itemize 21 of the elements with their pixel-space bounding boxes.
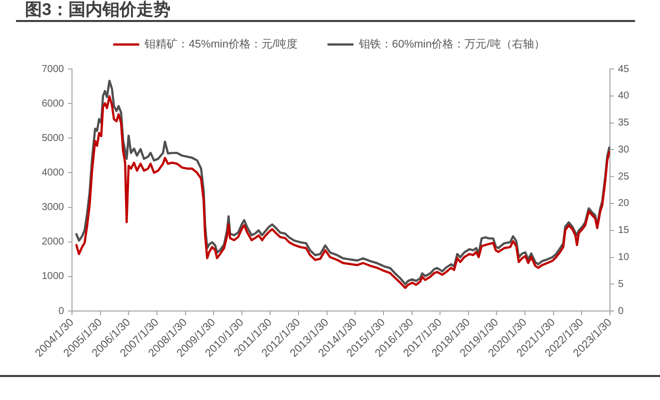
y2-tick-label: 15 bbox=[618, 225, 630, 236]
y2-tick-label: 45 bbox=[618, 64, 630, 75]
y2-tick-label: 30 bbox=[618, 144, 630, 156]
chart-title: 图3：国内钼价走势 bbox=[25, 0, 170, 19]
y2-tick-label: 25 bbox=[618, 171, 630, 182]
y-tick-label: 3000 bbox=[42, 202, 64, 214]
y2-tick-label: 20 bbox=[618, 198, 630, 210]
y2-tick-label: 10 bbox=[618, 252, 630, 264]
y2-tick-label: 5 bbox=[618, 278, 624, 290]
y2-tick-label: 0 bbox=[618, 306, 624, 317]
y-tick-label: 5000 bbox=[42, 132, 64, 144]
legend-label: 钼铁：60%min价格：万元/吨（右轴） bbox=[358, 38, 545, 51]
y-tick-label: 2000 bbox=[42, 236, 64, 248]
y-tick-label: 0 bbox=[58, 306, 64, 317]
y-tick-label: 6000 bbox=[42, 98, 64, 110]
y-tick-label: 1000 bbox=[42, 271, 64, 282]
y2-tick-label: 40 bbox=[618, 90, 630, 102]
y-tick-label: 7000 bbox=[42, 64, 64, 75]
y2-tick-label: 35 bbox=[618, 118, 630, 129]
legend-label: 钼精矿：45%min价格：元/吨度 bbox=[144, 38, 298, 51]
y-tick-label: 4000 bbox=[42, 167, 64, 178]
